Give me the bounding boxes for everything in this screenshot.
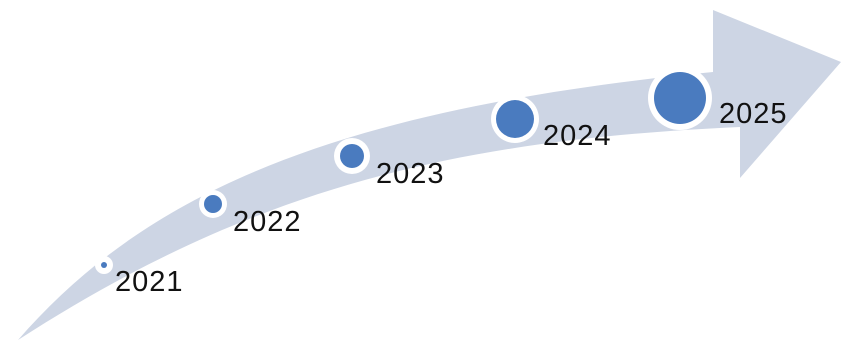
milestone-marker-2023 [334,138,370,174]
milestone-marker-2025 [648,66,712,130]
milestone-year-label: 2025 [719,98,788,130]
milestone-year-label: 2022 [233,206,302,238]
milestone-marker-2021 [95,256,113,274]
milestone-year-label: 2021 [115,266,184,298]
milestone-dot [340,144,364,168]
milestone-dot [101,262,107,268]
milestone-marker-2024 [491,95,539,143]
milestone-marker-2022 [199,190,227,218]
milestone-year-label: 2023 [376,158,445,190]
milestone-dot [654,72,706,124]
milestone-year-label: 2024 [543,120,612,152]
milestone-dot [204,195,222,213]
timeline-arrow [18,10,841,340]
milestone-dot [496,100,534,138]
